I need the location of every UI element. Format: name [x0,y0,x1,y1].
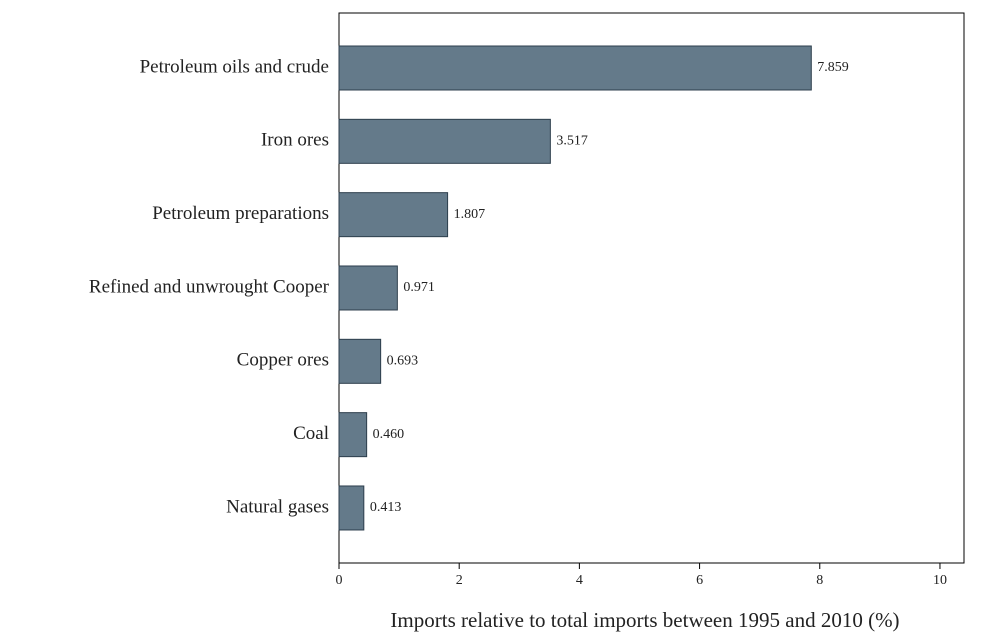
x-axis-label: Imports relative to total imports betwee… [390,608,899,632]
bar [338,338,382,384]
y-tick-label: Iron ores [261,130,329,151]
bar [338,118,551,164]
value-label: 0.693 [387,354,419,369]
bar [338,265,398,311]
value-label: 0.971 [403,280,435,295]
y-tick-label: Refined and unwrought Cooper [89,276,330,297]
value-label: 3.517 [556,134,588,149]
bar [338,485,365,531]
value-label: 1.807 [454,207,486,222]
bar [338,192,449,238]
x-tick-label: 0 [336,573,343,588]
y-tick-label: Natural gases [226,496,329,517]
y-tick-label: Petroleum preparations [152,203,329,224]
bar [338,45,812,91]
x-tick-label: 6 [696,573,703,588]
x-tick-label: 10 [933,573,947,588]
y-tick-label: Copper ores [237,350,329,371]
value-label: 7.859 [817,60,849,75]
value-label: 0.460 [373,427,405,442]
x-tick-label: 2 [456,573,463,588]
x-tick-label: 8 [816,573,823,588]
y-tick-label: Coal [293,423,329,444]
x-tick-label: 4 [576,573,583,588]
value-label: 0.413 [370,500,402,515]
bar [338,412,368,458]
y-tick-label: Petroleum oils and crude [140,56,329,77]
